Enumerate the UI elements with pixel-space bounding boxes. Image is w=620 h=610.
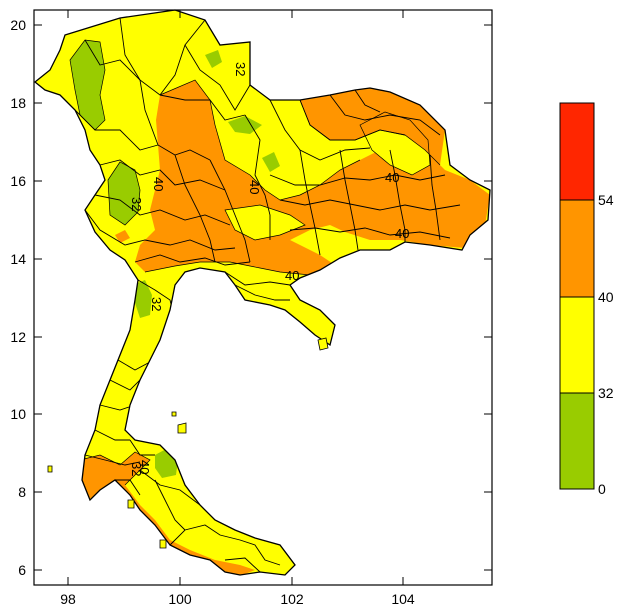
color-legend: 54 40 32 0	[559, 102, 614, 497]
zone-green-north-small	[205, 50, 222, 68]
contour-label: 32	[149, 297, 164, 311]
map-land: 32 32 40 32 40 40 40 40 32 40	[33, 9, 491, 576]
contour-label: 32	[129, 197, 144, 211]
x-tick-label: 104	[391, 591, 415, 607]
islands	[47, 337, 329, 549]
zone-orange-northeast	[300, 88, 445, 165]
legend-bin-40-54	[559, 199, 595, 298]
zone-orange-south-west	[80, 452, 255, 575]
contour-lines	[69, 39, 441, 486]
x-axis	[67, 10, 404, 585]
legend-label: 32	[598, 385, 614, 401]
y-tick-label: 8	[18, 484, 26, 500]
y-axis	[34, 24, 492, 571]
legend-bin-32-40	[559, 296, 595, 394]
y-tick-labels: 20 18 16 14 12 10 8 6	[10, 17, 26, 578]
contour-label: 40	[395, 226, 409, 241]
legend-label: 0	[598, 481, 606, 497]
y-tick-label: 16	[10, 173, 26, 189]
y-tick-label: 12	[10, 329, 26, 345]
x-tick-labels: 98 100 102 104	[60, 591, 415, 607]
zone-green-center-small	[262, 152, 280, 172]
legend-label: 54	[598, 192, 614, 208]
zone-green-west-small	[133, 280, 152, 318]
x-tick-label: 102	[280, 591, 304, 607]
contour-label: 32	[233, 62, 248, 76]
contour-label: 40	[151, 177, 166, 191]
contour-label: 40	[137, 460, 152, 474]
y-tick-label: 20	[10, 17, 26, 33]
country-outline	[33, 9, 491, 576]
contour-label: 40	[385, 170, 399, 185]
legend-bin-0-32	[559, 392, 595, 490]
contour-label: 40	[285, 268, 299, 283]
contour-labels: 32 32 40 32 40 40 40 40 32 40	[129, 62, 409, 476]
y-tick-label: 10	[10, 406, 26, 422]
plot-frame	[33, 9, 493, 586]
contour-label: 40	[247, 180, 262, 194]
contour-label: 32	[129, 462, 144, 476]
x-tick-label: 98	[60, 591, 76, 607]
y-tick-label: 18	[10, 95, 26, 111]
legend-label: 40	[598, 289, 614, 305]
zone-orange-west-spot	[115, 230, 130, 243]
y-tick-label: 14	[10, 251, 26, 267]
zone-yellow-inner-west	[225, 205, 305, 240]
zone-orange-central	[135, 80, 490, 275]
y-tick-label: 6	[18, 562, 26, 578]
legend-bin-54-plus	[559, 102, 595, 201]
x-tick-label: 100	[168, 591, 192, 607]
